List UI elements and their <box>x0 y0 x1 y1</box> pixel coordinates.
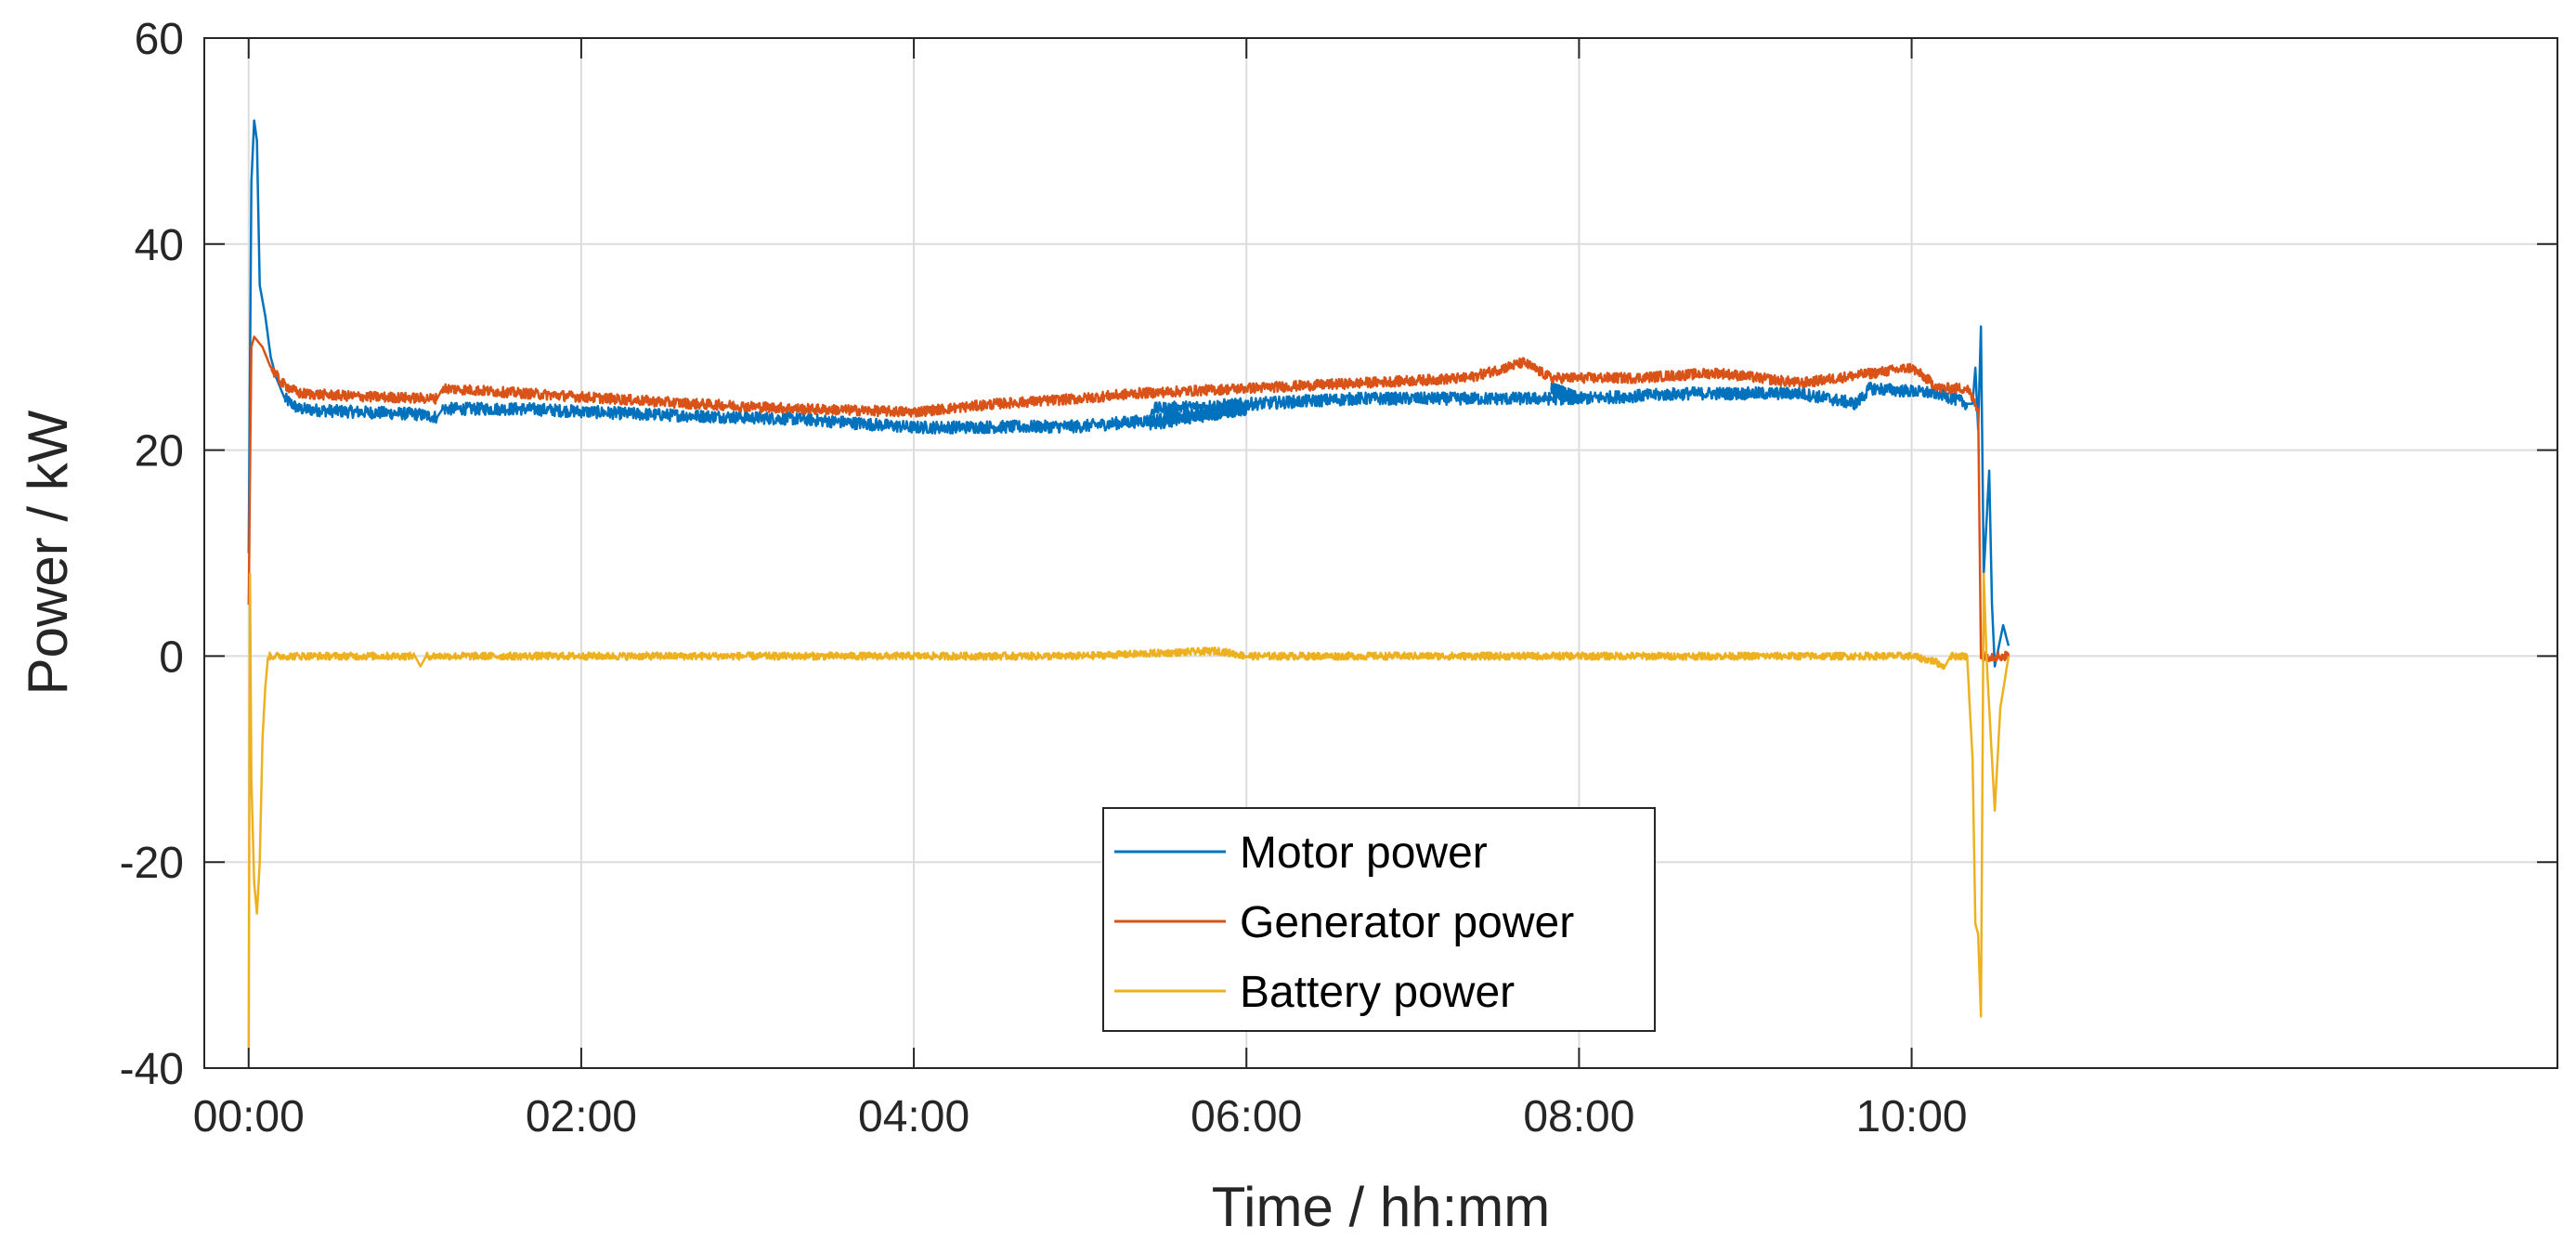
x-tick-label: 00:00 <box>193 1092 305 1141</box>
axis-ticks <box>204 37 2557 1069</box>
y-tick-label: 20 <box>135 427 184 476</box>
plot-frame <box>203 37 2558 1069</box>
legend-box <box>1102 807 1656 1032</box>
series-line-battery-power <box>247 572 2010 1048</box>
legend-label-battery-power: Battery power <box>1240 968 1515 1017</box>
y-tick-label: 40 <box>135 221 184 270</box>
x-axis-title: Time / hh:mm <box>1212 1176 1550 1238</box>
x-tick-label: 02:00 <box>526 1092 637 1141</box>
y-tick-label: 0 <box>159 633 184 682</box>
y-axis-title: Power / kW <box>17 410 79 695</box>
series-line-motor-power <box>247 119 2010 668</box>
series-lines <box>247 119 2010 1048</box>
y-tick-label: 60 <box>135 15 184 64</box>
series-line-generator-power <box>247 335 2010 663</box>
legend: Motor power Generator power Battery powe… <box>1102 807 1656 1032</box>
y-tick-label: -20 <box>120 839 184 888</box>
tick-labels: 00:00 02:00 04:00 06:00 08:00 10:00 -40 -20 0 20 4… <box>120 15 1968 1141</box>
x-tick-label: 08:00 <box>1523 1092 1634 1141</box>
x-tick-label: 04:00 <box>858 1092 969 1141</box>
x-tick-label: 06:00 <box>1190 1092 1302 1141</box>
x-tick-label: 10:00 <box>1856 1092 1968 1141</box>
legend-label-motor-power: Motor power <box>1240 828 1488 878</box>
y-tick-label: -40 <box>120 1045 184 1094</box>
legend-label-generator-power: Generator power <box>1240 898 1574 947</box>
